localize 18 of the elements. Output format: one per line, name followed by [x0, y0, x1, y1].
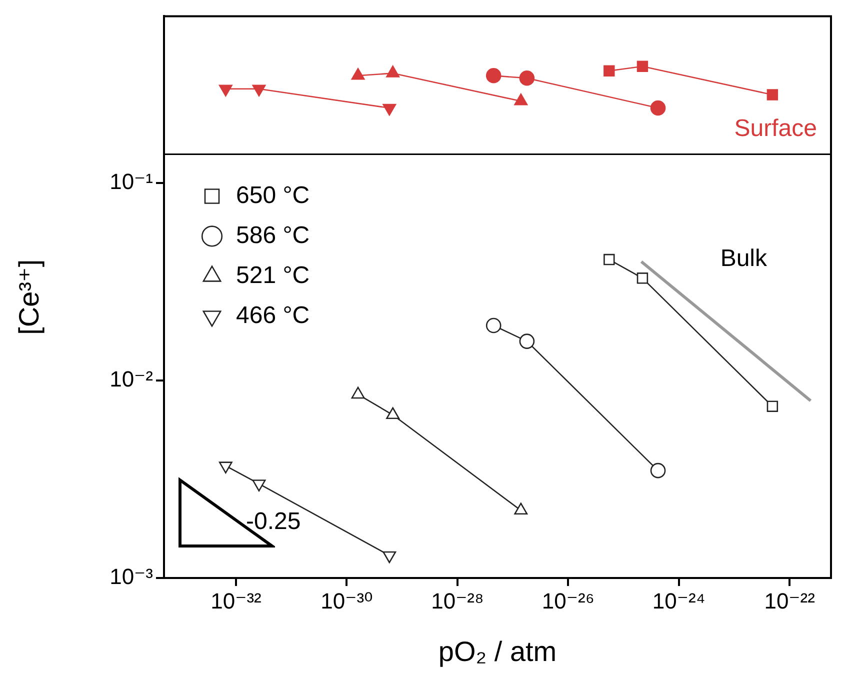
y-tick-label: 10⁻³: [110, 564, 153, 590]
legend-label: 586 °C: [236, 222, 310, 249]
x-tick-label: 10⁻³⁰: [320, 588, 374, 614]
x-tick-label: 10⁻³²: [210, 588, 262, 614]
x-tick-label: 10⁻²⁸: [431, 588, 484, 614]
legend-label: 466 °C: [236, 302, 310, 329]
x-tick-label: 10⁻²²: [764, 588, 815, 614]
x-tick-label: 10⁻²⁶: [542, 588, 594, 614]
legend-label: 650 °C: [236, 182, 310, 209]
y-axis-title: [Ce³⁺]: [14, 259, 45, 335]
annotation: Surface: [734, 114, 817, 142]
legend-label: 521 °C: [236, 262, 310, 289]
y-tick-label: 10⁻¹: [110, 169, 153, 194]
x-axis-title: pO₂ / atm: [438, 636, 557, 667]
annotation: Bulk: [720, 244, 768, 272]
annotation: -0.25: [246, 508, 301, 535]
y-tick-label: 10⁻²: [110, 366, 153, 392]
x-tick-label: 10⁻²⁴: [652, 588, 706, 614]
